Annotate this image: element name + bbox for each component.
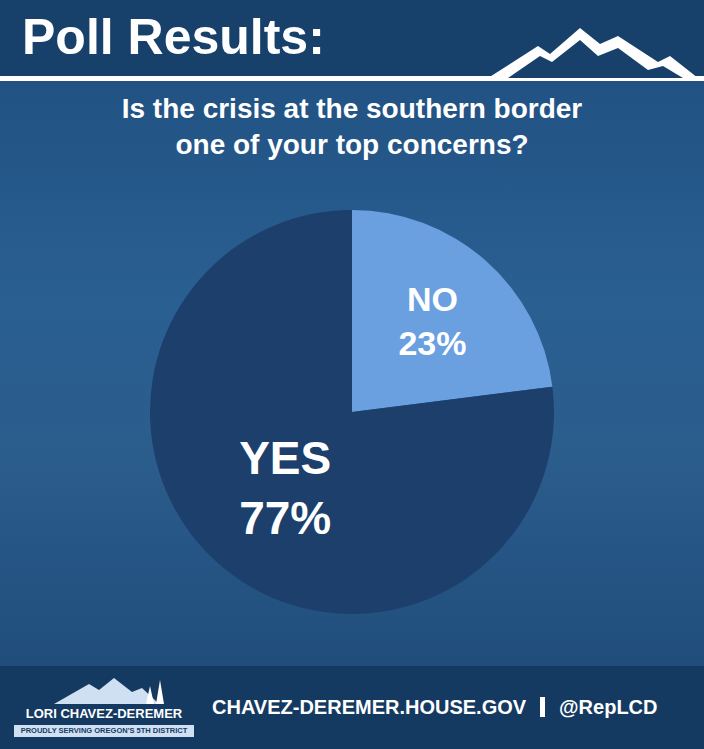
html-text:PROUDLY SERVING OREGON'S 5TH D: PROUDLY SERVING OREGON'S 5TH DISTRICT xyxy=(20,726,188,735)
html-text:CHAVEZ-DEREMER.HOUSE.GOV: CHAVEZ-DEREMER.HOUSE.GOV xyxy=(212,696,527,718)
svg-text:NO23%: NO23% xyxy=(398,280,466,362)
html-text:@RepLCD: @RepLCD xyxy=(559,696,658,718)
html-text:Poll Results:: Poll Results: xyxy=(22,9,325,65)
svg-text:YES77%: YES77% xyxy=(239,432,331,544)
svg-text:Is the crisis at the southern: Is the crisis at the southern borderone … xyxy=(122,93,583,160)
html-text:LORI CHAVEZ-DEREMER: LORI CHAVEZ-DEREMER xyxy=(25,706,183,721)
